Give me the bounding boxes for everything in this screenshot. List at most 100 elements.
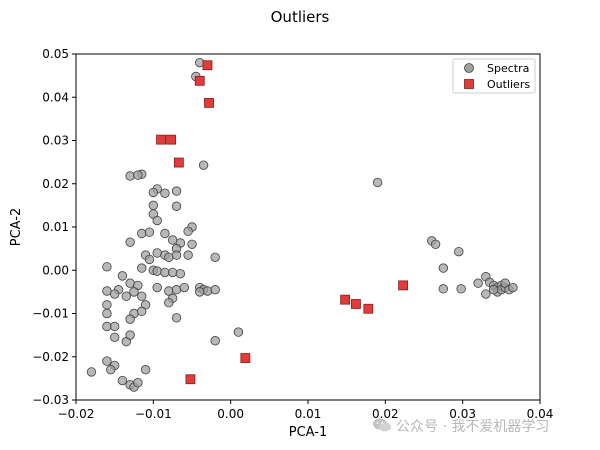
spectra-point [438,263,449,273]
spectra-point [152,266,162,276]
y-tick-label: 0.03 [42,134,69,148]
watermark: 公众号 · 我不爱机器学习 [372,416,549,437]
outlier-point [194,75,205,86]
spectra-point [198,160,209,170]
spectra-point [86,367,97,377]
y-axis-label: PCA-2 [9,208,24,247]
spectra-point [125,171,135,181]
spectra-point [144,254,155,265]
spectra-point [121,291,131,301]
legend-marker-spectra [464,63,474,73]
spectra-point [109,321,120,332]
legend-label-outliers: Outliers [487,78,530,91]
y-tick-label: 0.00 [42,263,69,277]
x-axis-label: PCA-1 [289,425,328,440]
chart-title: Outliers [271,8,330,26]
y-tick-label: 0.05 [42,47,69,61]
spectra-point [102,262,112,272]
spectra-point [195,287,205,297]
spectra-point [430,239,441,250]
spectra-point [148,200,159,211]
spectra-point [137,263,147,273]
spectra-point [160,188,170,198]
spectra-point [140,365,151,375]
spectra-point [481,289,491,299]
spectra-point [106,365,116,375]
spectra-point [233,327,244,337]
y-axis: −0.03 −0.02 −0.01 0.00 0.01 0.02 0.03 0.04 0.05 [32,47,76,407]
x-tick-label: 0.01 [295,407,322,421]
spectra-point [137,291,147,301]
spectra-point [372,177,383,188]
y-tick-label: −0.01 [32,307,69,321]
outlier-point [202,60,213,71]
spectra-point [210,252,220,262]
spectra-point [133,170,143,180]
spectra-point [137,228,147,239]
spectra-point [164,252,174,262]
spectra-point [137,306,147,317]
x-tick-label: 0.03 [449,407,476,421]
spectra-point [125,314,135,324]
spectra-point [438,284,449,294]
spectra-point [109,289,120,299]
outlier-point [166,134,177,145]
y-tick-label: −0.02 [32,350,69,364]
y-tick-label: 0.02 [42,177,69,191]
watermark-text: 公众号 · 我不爱机器学习 [396,419,550,435]
outlier-point [156,134,166,145]
x-tick-label: 0.02 [372,407,399,421]
spectra-point [210,336,220,346]
outlier-point [340,294,351,305]
spectra-point [164,297,174,308]
spectra-point [167,235,178,245]
spectra-point [144,227,155,237]
legend-label-spectra: Spectra [487,62,529,75]
spectra-point [125,237,135,247]
spectra-point [175,269,186,279]
spectra-point [171,186,182,196]
spectra-point [202,286,213,296]
spectra-point [187,239,197,250]
spectra-point [102,321,112,332]
spectra-point [109,332,120,342]
outlier-point [173,157,184,168]
spectra-point [129,287,139,297]
spectra-point [171,201,182,211]
wechat-icon [372,417,392,437]
spectra-point [171,313,182,323]
spectra-point [152,282,162,293]
spectra-point [152,248,162,258]
spectra-point [171,250,182,260]
spectra-point [102,300,112,310]
spectra-point [102,308,112,319]
spectra-point [183,226,193,237]
spectra-point [160,228,170,239]
spectra-point [152,215,162,226]
spectra-point [125,330,135,340]
outlier-point [351,299,361,309]
spectra-point [125,278,135,288]
spectra-point [167,267,178,278]
x-tick-label: −0.01 [135,407,172,421]
legend: Spectra Outliers [452,58,536,94]
spectra-point [183,250,193,260]
legend-marker-outliers [464,79,474,89]
spectra-point [160,267,170,278]
outlier-point [398,280,409,291]
spectra-point [102,286,112,296]
spectra-point [473,278,483,288]
spectra-point [454,246,464,257]
spectra-point [117,271,128,281]
y-tick-label: 0.01 [42,220,69,234]
spectra-point [102,356,112,366]
outlier-point [204,97,214,108]
spectra-point [171,285,182,295]
plot-points [86,57,518,392]
outlier-point [240,353,251,363]
x-tick-label: −0.02 [58,407,95,421]
plot-frame [75,53,541,401]
spectra-point [488,285,499,295]
spectra-point [210,285,220,295]
